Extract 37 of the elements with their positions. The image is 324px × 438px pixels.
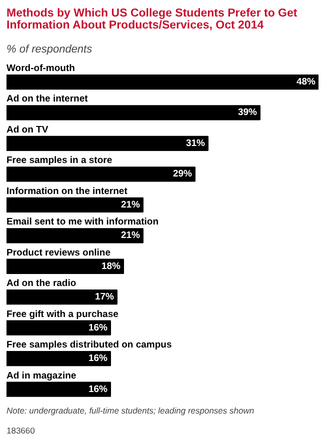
y-tick-label: Email sent to me with information (6, 216, 159, 228)
y-tick-label: Ad on the internet (6, 94, 89, 105)
y-tick-label: Free samples distributed on campus (6, 340, 172, 351)
data-label: 29% (172, 168, 193, 180)
data-label: 39% (238, 107, 258, 118)
bar (6, 136, 208, 152)
y-tick-label: Free gift with a purchase (6, 308, 118, 320)
bar (6, 320, 111, 336)
bar (6, 197, 144, 212)
bar (6, 74, 318, 90)
y-tick-label: Product reviews online (6, 247, 110, 258)
y-tick-label: Information on the internet (6, 186, 128, 197)
bar (6, 350, 111, 366)
y-tick-label: Word-of-mouth (6, 62, 76, 74)
bar (6, 290, 118, 305)
data-label: 18% (101, 260, 122, 272)
bar (6, 258, 124, 274)
text: Note: undergraduate, full-time students; leading responses shown (6, 406, 254, 416)
data-label: 21% (120, 230, 141, 242)
y-tick-label: Free samples in a store (6, 155, 112, 166)
bar (6, 228, 144, 244)
data-label: 16% (88, 384, 108, 395)
data-label: 21% (120, 199, 141, 210)
text: 183660 (6, 426, 36, 436)
bar (6, 382, 111, 397)
bar (6, 105, 260, 120)
chart-title: Methods by Which US College Students Prefer to Get Information About Products/Services, Oct 2014 (6, 8, 298, 32)
data-label: 17% (94, 292, 115, 303)
data-label: 48% (296, 76, 316, 88)
data-label: 16% (88, 322, 108, 334)
data-label: 31% (186, 138, 206, 149)
y-tick-label: Ad in magazine (6, 370, 76, 382)
y-tick-label: Ad on the radio (6, 278, 76, 290)
y-tick-label: Ad on TV (6, 124, 49, 136)
bar (6, 166, 196, 182)
chart-subtitle: % of respondents (6, 44, 93, 56)
data-label: 16% (88, 353, 108, 364)
